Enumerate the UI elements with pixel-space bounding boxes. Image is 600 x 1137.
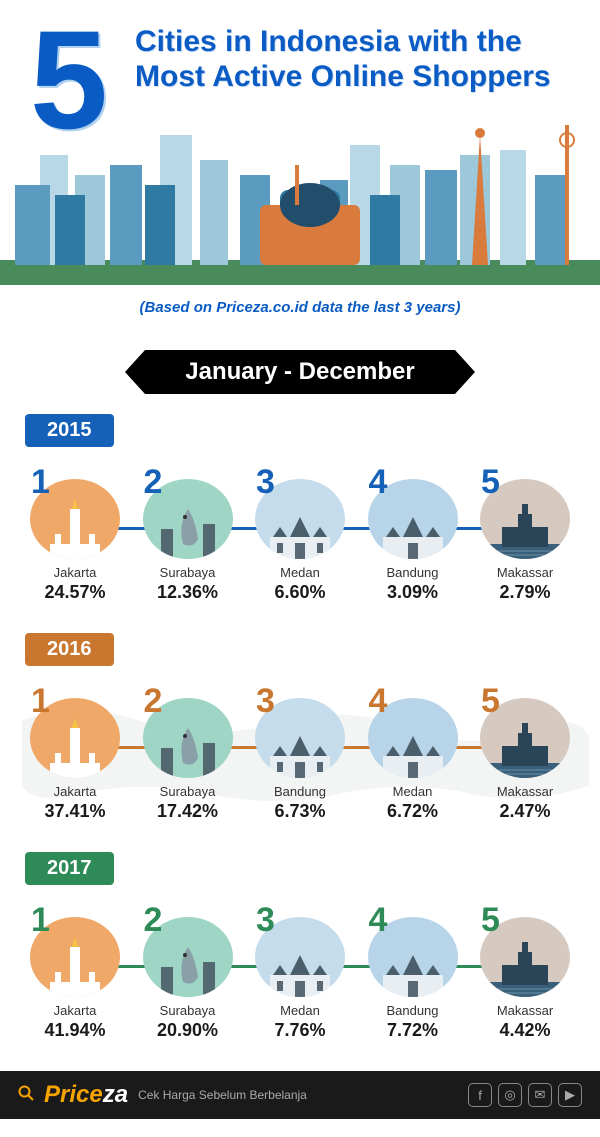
city-percentage: 17.42% bbox=[138, 801, 238, 822]
rank-number: 1 bbox=[25, 684, 125, 718]
city-item: 5 Makassar 2.47% bbox=[475, 684, 575, 822]
rank-number: 4 bbox=[363, 465, 463, 499]
cities-row: 1 Jakarta 37.41% 2 Surabaya 17.42% 3 Bandung 6.7… bbox=[25, 684, 575, 822]
rank-number: 3 bbox=[250, 465, 350, 499]
facebook-icon[interactable]: f bbox=[468, 1083, 492, 1107]
skyline-illustration bbox=[0, 105, 600, 285]
city-name: Medan bbox=[250, 565, 350, 580]
logo-part-b: za bbox=[103, 1081, 128, 1108]
rank-number: 5 bbox=[475, 684, 575, 718]
city-item: 2 Surabaya 12.36% bbox=[138, 465, 238, 603]
rank-number: 3 bbox=[250, 903, 350, 937]
year-section-2015: 2015 1 Jakarta 24.57% 2 Surabaya 12.36% 3 Medan 6… bbox=[0, 414, 600, 633]
city-item: 5 Makassar 4.42% bbox=[475, 903, 575, 1041]
city-name: Bandung bbox=[363, 565, 463, 580]
city-percentage: 6.73% bbox=[250, 801, 350, 822]
city-item: 4 Bandung 7.72% bbox=[363, 903, 463, 1041]
city-percentage: 41.94% bbox=[25, 1020, 125, 1041]
city-item: 2 Surabaya 17.42% bbox=[138, 684, 238, 822]
period-banner: January - December bbox=[145, 350, 454, 394]
rank-number: 2 bbox=[138, 903, 238, 937]
city-name: Makassar bbox=[475, 565, 575, 580]
city-percentage: 20.90% bbox=[138, 1020, 238, 1041]
city-name: Jakarta bbox=[25, 1003, 125, 1018]
city-name: Bandung bbox=[250, 784, 350, 799]
city-item: 1 Jakarta 37.41% bbox=[25, 684, 125, 822]
footer: Priceza Cek Harga Sebelum Berbelanja f ◎… bbox=[0, 1071, 600, 1119]
city-item: 1 Jakarta 41.94% bbox=[25, 903, 125, 1041]
social-icons: f ◎ ✉ ▶ bbox=[468, 1083, 582, 1107]
city-item: 3 Medan 6.60% bbox=[250, 465, 350, 603]
city-percentage: 6.72% bbox=[363, 801, 463, 822]
city-name: Makassar bbox=[475, 1003, 575, 1018]
city-name: Jakarta bbox=[25, 784, 125, 799]
city-item: 3 Bandung 6.73% bbox=[250, 684, 350, 822]
city-percentage: 37.41% bbox=[25, 801, 125, 822]
page-title: Cities in Indonesia with the Most Active… bbox=[135, 25, 555, 94]
city-name: Surabaya bbox=[138, 784, 238, 799]
city-name: Jakarta bbox=[25, 565, 125, 580]
header: 5 Cities in Indonesia with the Most Acti… bbox=[0, 0, 600, 340]
rank-number: 5 bbox=[475, 903, 575, 937]
city-item: 3 Medan 7.76% bbox=[250, 903, 350, 1041]
city-percentage: 6.60% bbox=[250, 582, 350, 603]
header-subtitle: (Based on Priceza.co.id data the last 3 … bbox=[0, 299, 600, 316]
instagram-icon[interactable]: ◎ bbox=[498, 1083, 522, 1107]
footer-logo: Priceza bbox=[44, 1081, 128, 1109]
search-icon bbox=[18, 1085, 34, 1106]
footer-tagline: Cek Harga Sebelum Berbelanja bbox=[138, 1088, 307, 1102]
city-name: Makassar bbox=[475, 784, 575, 799]
rank-number: 2 bbox=[138, 684, 238, 718]
rank-number: 4 bbox=[363, 684, 463, 718]
city-item: 4 Bandung 3.09% bbox=[363, 465, 463, 603]
city-percentage: 12.36% bbox=[138, 582, 238, 603]
rank-number: 5 bbox=[475, 465, 575, 499]
youtube-icon[interactable]: ▶ bbox=[558, 1083, 582, 1107]
cities-row: 1 Jakarta 24.57% 2 Surabaya 12.36% 3 Medan 6.60%… bbox=[25, 465, 575, 603]
rank-number: 3 bbox=[250, 684, 350, 718]
year-section-2017: 2017 1 Jakarta 41.94% 2 Surabaya 20.90% 3 Medan 7… bbox=[0, 852, 600, 1071]
city-percentage: 3.09% bbox=[363, 582, 463, 603]
city-percentage: 2.47% bbox=[475, 801, 575, 822]
year-badge: 2016 bbox=[25, 633, 114, 666]
city-name: Surabaya bbox=[138, 1003, 238, 1018]
rank-number: 1 bbox=[25, 465, 125, 499]
city-item: 4 Medan 6.72% bbox=[363, 684, 463, 822]
year-badge: 2015 bbox=[25, 414, 114, 447]
rank-number: 1 bbox=[25, 903, 125, 937]
city-percentage: 24.57% bbox=[25, 582, 125, 603]
year-badge: 2017 bbox=[25, 852, 114, 885]
cities-row: 1 Jakarta 41.94% 2 Surabaya 20.90% 3 Medan 7.76%… bbox=[25, 903, 575, 1041]
city-item: 5 Makassar 2.79% bbox=[475, 465, 575, 603]
city-name: Medan bbox=[250, 1003, 350, 1018]
city-item: 2 Surabaya 20.90% bbox=[138, 903, 238, 1041]
city-name: Bandung bbox=[363, 1003, 463, 1018]
year-section-2016: 2016 1 Jakarta 37.41% 2 Surabaya 17.42% 3 Bandun… bbox=[0, 633, 600, 852]
city-name: Medan bbox=[363, 784, 463, 799]
city-percentage: 2.79% bbox=[475, 582, 575, 603]
city-percentage: 7.76% bbox=[250, 1020, 350, 1041]
city-percentage: 7.72% bbox=[363, 1020, 463, 1041]
period-banner-wrap: January - December bbox=[0, 350, 600, 394]
rank-number: 2 bbox=[138, 465, 238, 499]
city-item: 1 Jakarta 24.57% bbox=[25, 465, 125, 603]
city-percentage: 4.42% bbox=[475, 1020, 575, 1041]
rank-number: 4 bbox=[363, 903, 463, 937]
logo-part-a: Price bbox=[44, 1081, 103, 1108]
years-container: 2015 1 Jakarta 24.57% 2 Surabaya 12.36% 3 Medan 6… bbox=[0, 414, 600, 1071]
city-name: Surabaya bbox=[138, 565, 238, 580]
line-icon[interactable]: ✉ bbox=[528, 1083, 552, 1107]
